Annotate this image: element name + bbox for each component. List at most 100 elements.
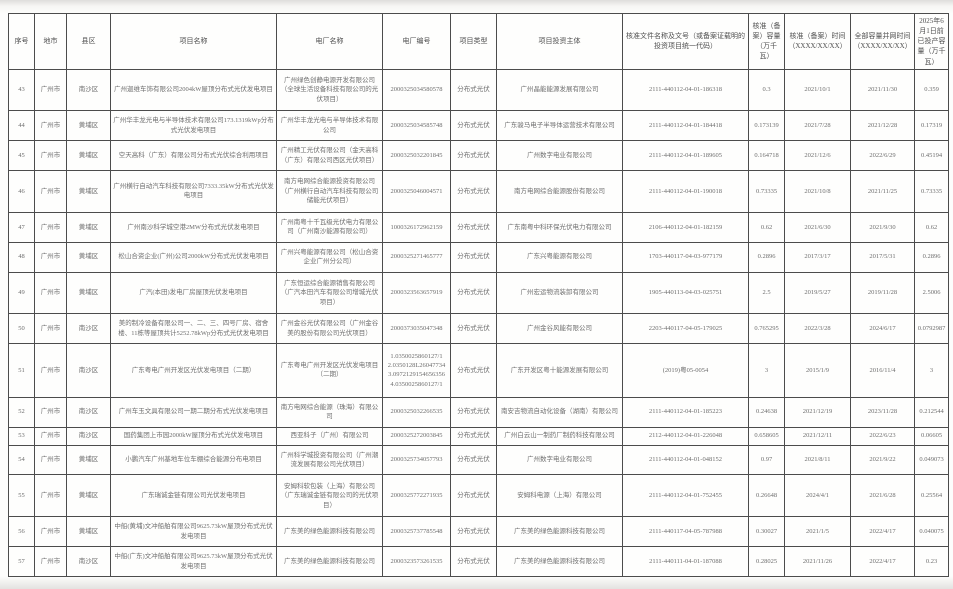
cell-project-name: 广州南沙科学城空港2MW分布式光伏发电项目 <box>110 211 277 243</box>
col-header-project-type: 项目类型 <box>450 13 497 70</box>
cell-plant-name: 广东美的绿色能源科技有限公司 <box>276 546 383 577</box>
cell-city: 广州市 <box>34 68 67 112</box>
cell-city: 广州市 <box>34 140 67 172</box>
cell-project-name: 国药集团上市园2000kW屋顶分布式光伏发电项目 <box>110 426 277 446</box>
cell-built-capacity: 0.23 <box>914 546 949 577</box>
table-row: 49 广州市 黄埔区 广汽(本田)发电厂房屋顶光伏发电项目 广东恒运综合能源销售… <box>8 271 949 315</box>
col-header-no: 序号 <box>8 13 35 70</box>
cell-project-name: 空天高科（广东）有限公司分布式光伏综合利用项目 <box>110 140 277 172</box>
cell-approved-capacity: 0.765295 <box>748 313 785 345</box>
cell-approval-date: 2021/12/6 <box>784 140 851 172</box>
cell-grid-date: 2023/11/28 <box>850 396 915 428</box>
cell-investor: 广州晶能能源发展有限公司 <box>496 68 623 112</box>
cell-plant-number: 1000326172962159 <box>382 211 451 243</box>
cell-project-type: 分布式光伏 <box>450 426 497 446</box>
cell-city: 广州市 <box>34 271 67 315</box>
cell-built-capacity: 0.049073 <box>914 444 949 476</box>
cell-city: 广州市 <box>34 474 67 518</box>
cell-approval-doc: 2111-440112-04-01-186318 <box>622 68 749 112</box>
cell-plant-name: 广州金谷光伏有限公司（广州金谷美的股份有限公司光伏项目） <box>276 313 383 345</box>
cell-project-name: 广州华丰龙光电与半导体技术有限公司173.1319kWp分布式光伏发电项目 <box>110 110 277 142</box>
cell-approval-doc: 1905-440113-04-03-025751 <box>622 271 749 315</box>
cell-district: 南沙区 <box>66 343 111 398</box>
cell-district: 黄埔区 <box>66 211 111 243</box>
table-row: 53 广州市 南沙区 国药集团上市园2000kW屋顶分布式光伏发电项目 西亚科子… <box>8 426 949 446</box>
cell-district: 南沙区 <box>66 68 111 112</box>
cell-investor: 广东兴粤能源有限公司 <box>496 241 623 273</box>
cell-no: 50 <box>8 313 35 345</box>
cell-grid-date: 2022/6/29 <box>850 140 915 172</box>
cell-investor: 广东美的绿色能源科技有限公司 <box>496 516 623 548</box>
cell-no: 51 <box>8 343 35 398</box>
cell-project-name: 美的制冷设备有限公司一、二、三、四号厂房、宿舍楼、11栋等屋顶共计5252.78… <box>110 313 277 345</box>
cell-no: 49 <box>8 271 35 315</box>
table-row: 56 广州市 黄埔区 中船(黄埔)文冲船舶有限公司9625.73kW屋顶分布式光… <box>8 516 949 548</box>
cell-project-type: 分布式光伏 <box>450 343 497 398</box>
cell-approved-capacity: 0.164718 <box>748 140 785 172</box>
cell-approval-doc: 2112-440112-04-01-226048 <box>622 426 749 446</box>
cell-plant-name: 安姆科软包装（上海）有限公司（广东瑞诚金链有限公司的光伏项目） <box>276 474 383 518</box>
col-header-city: 地市 <box>34 13 67 70</box>
cell-district: 黄埔区 <box>66 516 111 548</box>
cell-project-type: 分布式光伏 <box>450 170 497 213</box>
cell-city: 广州市 <box>34 170 67 213</box>
col-header-project-name: 项目名称 <box>110 13 277 70</box>
table-row: 52 广州市 南沙区 广州车玉文具有限公司一期二期分布式光伏发电项目 南方电网综… <box>8 396 949 428</box>
cell-district: 南沙区 <box>66 396 111 428</box>
cell-investor: 广州金谷风能有限公司 <box>496 313 623 345</box>
cell-plant-number: 2000323573261535 <box>382 546 451 577</box>
cell-investor: 广州白云山一制药厂制药科技有限公司 <box>496 426 623 446</box>
cell-project-name: 广州迦维车饰有限公司2004kW屋顶分布式光伏发电项目 <box>110 68 277 112</box>
cell-city: 广州市 <box>34 211 67 243</box>
header-row: 序号 地市 县区 项目名称 电厂名称 电厂编号 项目类型 项目投资主体 核准文件… <box>8 13 949 70</box>
cell-approval-date: 2021/6/30 <box>784 211 851 243</box>
cell-built-capacity: 0.2896 <box>914 241 949 273</box>
cell-project-type: 分布式光伏 <box>450 474 497 518</box>
cell-plant-name: 广州兴粤能源有限公司（松山合资企业广州分公司） <box>276 241 383 273</box>
cell-approval-doc: 2111-440112-04-01-190018 <box>622 170 749 213</box>
cell-project-name: 广东粤电广州开发区光伏发电项目（二期） <box>110 343 277 398</box>
cell-project-type: 分布式光伏 <box>450 211 497 243</box>
cell-investor: 广东骏马电子半导体运营技术有限公司 <box>496 110 623 142</box>
pv-projects-table: 序号 地市 县区 项目名称 电厂名称 电厂编号 项目类型 项目投资主体 核准文件… <box>8 13 949 577</box>
cell-approved-capacity: 0.97 <box>748 444 785 476</box>
cell-no: 45 <box>8 140 35 172</box>
cell-built-capacity: 0.62 <box>914 211 949 243</box>
cell-no: 44 <box>8 110 35 142</box>
cell-approval-date: 2021/11/26 <box>784 546 851 577</box>
cell-investor: 安姆科电源（上海）有限公司 <box>496 474 623 518</box>
cell-no: 54 <box>8 444 35 476</box>
cell-project-type: 分布式光伏 <box>450 271 497 315</box>
cell-approved-capacity: 0.24638 <box>748 396 785 428</box>
cell-project-name: 中船(广东)文冲船舶有限公司9625.73kW屋顶分布式光伏发电项目 <box>110 546 277 577</box>
cell-plant-number: 2000323563657919 <box>382 271 451 315</box>
cell-approved-capacity: 0.28025 <box>748 546 785 577</box>
cell-plant-number: 2000325737785548 <box>382 516 451 548</box>
cell-grid-date: 2022/4/17 <box>850 516 915 548</box>
cell-city: 广州市 <box>34 426 67 446</box>
cell-no: 55 <box>8 474 35 518</box>
table-row: 45 广州市 黄埔区 空天高科（广东）有限公司分布式光伏综合利用项目 广州精工光… <box>8 140 949 172</box>
cell-approval-doc: 2111-440112-04-01-184418 <box>622 110 749 142</box>
cell-project-name: 广州车玉文具有限公司一期二期分布式光伏发电项目 <box>110 396 277 428</box>
cell-approved-capacity: 0.30027 <box>748 516 785 548</box>
cell-investor: 广州宏运物流装卸有限公司 <box>496 271 623 315</box>
cell-investor: 广东美的绿色能源科技有限公司 <box>496 546 623 577</box>
cell-plant-number: 2000325034580578 <box>382 68 451 112</box>
cell-approved-capacity: 0.62 <box>748 211 785 243</box>
cell-city: 广州市 <box>34 343 67 398</box>
cell-approval-doc: 2111-440112-04-01-189605 <box>622 140 749 172</box>
col-header-approved-capacity: 核准（备案）容量（万千瓦） <box>748 13 785 70</box>
cell-plant-name: 广州绿色创静电源开发有限公司（全球生活设备科技有限公司的光伏项目） <box>276 68 383 112</box>
cell-no: 52 <box>8 396 35 428</box>
cell-plant-number: 2000325772271935 <box>382 474 451 518</box>
cell-city: 广州市 <box>34 444 67 476</box>
cell-grid-date: 2019/11/28 <box>850 271 915 315</box>
cell-built-capacity: 0.212544 <box>914 396 949 428</box>
cell-project-name: 广汽(本田)发电厂房屋顶光伏发电项目 <box>110 271 277 315</box>
cell-city: 广州市 <box>34 396 67 428</box>
cell-plant-name: 广州华丰龙光电与半导体技术有限公司 <box>276 110 383 142</box>
cell-grid-date: 2021/12/28 <box>850 110 915 142</box>
cell-project-type: 分布式光伏 <box>450 110 497 142</box>
